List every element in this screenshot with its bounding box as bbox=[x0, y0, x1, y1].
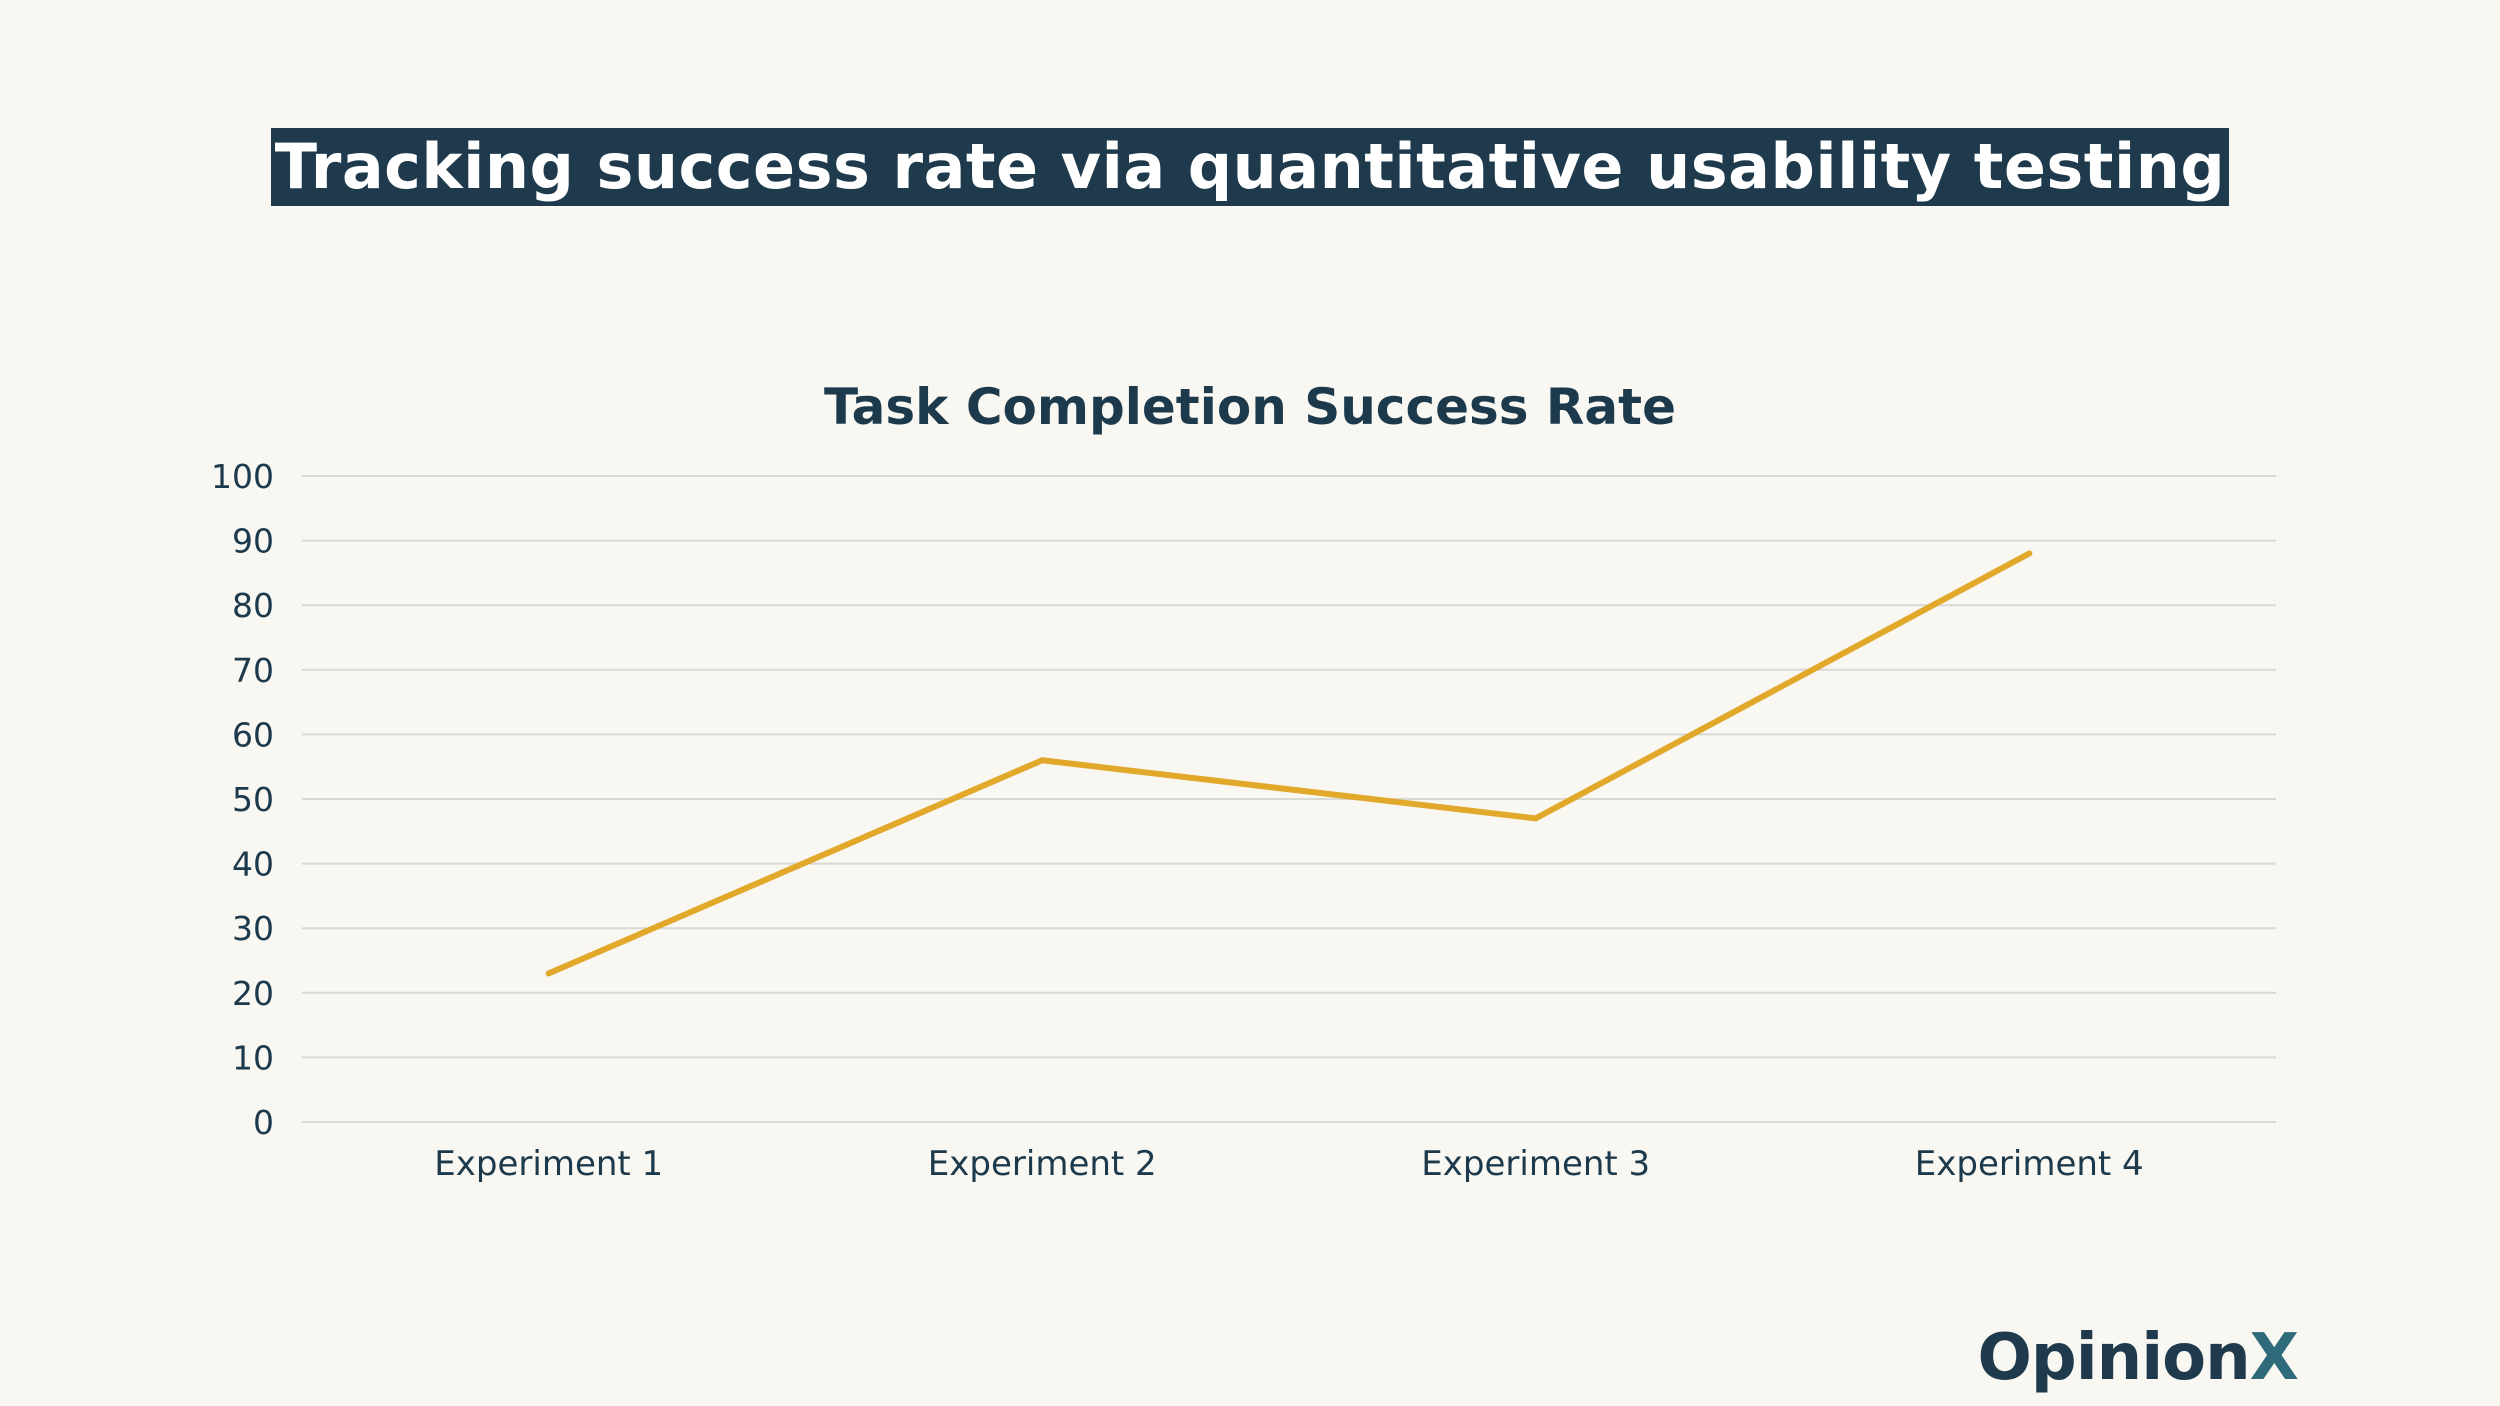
series-line-0 bbox=[545, 550, 2033, 977]
x-tick-label: Experiment 2 bbox=[928, 1144, 1157, 1184]
opinionx-logo: OpinionX bbox=[1977, 1321, 2299, 1395]
x-axis-tick-labels: Experiment 1 Experiment 2 Experiment 3 Expe… bbox=[434, 1144, 2143, 1184]
y-tick-label: 10 bbox=[232, 1038, 274, 1077]
brand-name: Opinion bbox=[1977, 1321, 2250, 1395]
y-tick-label: 80 bbox=[232, 586, 274, 625]
headline-container: Tracking success rate via quantitative u… bbox=[0, 128, 2500, 206]
y-axis-tick-labels: 0 10 20 30 40 50 60 70 80 90 100 bbox=[211, 457, 274, 1142]
y-tick-label: 90 bbox=[232, 522, 274, 561]
data-point bbox=[545, 970, 552, 977]
x-tick-label: Experiment 3 bbox=[1421, 1144, 1650, 1184]
page-headline: Tracking success rate via quantitative u… bbox=[270, 128, 2230, 206]
data-point bbox=[1039, 757, 1046, 764]
series-lines bbox=[545, 550, 2033, 977]
x-tick-label: Experiment 1 bbox=[434, 1144, 663, 1184]
y-tick-label: 30 bbox=[232, 909, 274, 948]
y-tick-label: 50 bbox=[232, 780, 274, 819]
brand-x-mark: X bbox=[2249, 1321, 2299, 1395]
data-point bbox=[2026, 550, 2033, 557]
data-point bbox=[1532, 815, 1539, 822]
y-tick-label: 60 bbox=[232, 715, 274, 754]
grid-lines bbox=[302, 475, 2276, 1123]
y-tick-label: 0 bbox=[253, 1103, 274, 1142]
y-tick-label: 100 bbox=[211, 457, 274, 496]
y-tick-label: 40 bbox=[232, 845, 274, 884]
y-tick-label: 70 bbox=[232, 651, 274, 690]
x-tick-label: Experiment 4 bbox=[1915, 1144, 2144, 1184]
chart-title: Task Completion Success Rate bbox=[824, 378, 1676, 436]
y-tick-label: 20 bbox=[232, 974, 274, 1013]
